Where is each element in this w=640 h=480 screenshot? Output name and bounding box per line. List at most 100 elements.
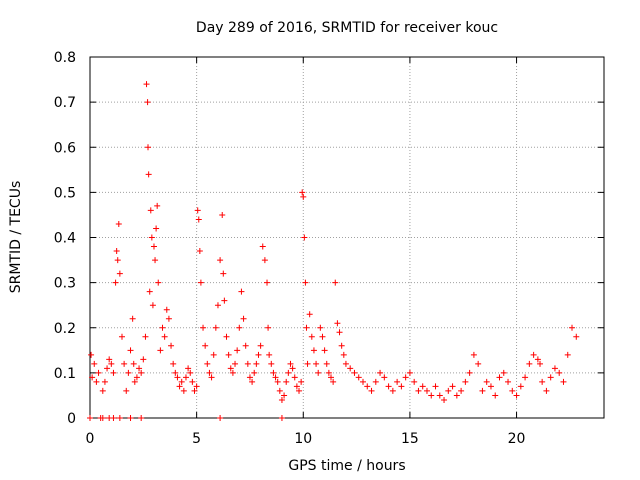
y-axis-label: SRMTID / TECUs xyxy=(8,181,24,294)
data-point xyxy=(517,383,524,390)
y-tick-label: 0.6 xyxy=(54,140,76,156)
data-point xyxy=(306,311,313,318)
data-point xyxy=(217,415,224,421)
data-point xyxy=(291,374,298,381)
data-point xyxy=(127,415,134,421)
data-point xyxy=(142,333,149,340)
data-point xyxy=(556,369,563,376)
data-point xyxy=(328,374,335,381)
data-point xyxy=(355,374,362,381)
data-point xyxy=(319,333,326,340)
data-point xyxy=(118,333,125,340)
x-tick-label: 20 xyxy=(508,431,526,447)
data-point xyxy=(298,378,305,385)
data-point xyxy=(219,211,226,218)
data-point xyxy=(301,234,308,241)
data-point xyxy=(116,270,123,277)
data-point xyxy=(445,387,452,394)
data-point xyxy=(204,360,211,367)
data-point xyxy=(91,360,98,367)
data-point xyxy=(453,392,460,399)
data-point xyxy=(140,356,147,363)
data-point xyxy=(278,396,285,403)
data-point xyxy=(302,279,309,286)
data-point xyxy=(560,378,567,385)
data-point xyxy=(274,378,281,385)
data-point xyxy=(195,216,202,223)
data-point xyxy=(270,369,277,376)
data-point xyxy=(229,369,236,376)
data-point xyxy=(466,369,473,376)
data-point xyxy=(114,257,121,264)
data-point xyxy=(470,351,477,358)
data-point xyxy=(278,415,285,421)
y-tick-label: 0.8 xyxy=(54,50,76,66)
data-point xyxy=(547,374,554,381)
y-tick-label: 0.2 xyxy=(54,321,76,337)
data-point xyxy=(402,374,409,381)
data-point xyxy=(136,365,143,372)
data-point xyxy=(340,351,347,358)
data-point xyxy=(436,392,443,399)
data-point xyxy=(289,365,296,372)
data-point xyxy=(359,378,366,385)
data-point xyxy=(330,378,337,385)
data-point xyxy=(573,333,580,340)
data-point xyxy=(240,315,247,322)
data-point xyxy=(161,333,168,340)
y-tick-label: 0.4 xyxy=(54,231,76,247)
data-point xyxy=(191,387,198,394)
data-point xyxy=(152,257,159,264)
data-point xyxy=(149,302,156,309)
data-point xyxy=(505,378,512,385)
data-point xyxy=(487,383,494,390)
data-point xyxy=(251,369,258,376)
data-point xyxy=(89,374,96,381)
data-point xyxy=(101,378,108,385)
data-point xyxy=(133,374,140,381)
data-point xyxy=(163,306,170,313)
x-tick-label: 5 xyxy=(192,431,201,447)
x-tick-label: 0 xyxy=(86,431,95,447)
data-point xyxy=(377,369,384,376)
data-point xyxy=(381,374,388,381)
data-point xyxy=(372,378,379,385)
data-point xyxy=(88,351,95,358)
data-point xyxy=(334,320,341,327)
data-point xyxy=(174,374,181,381)
data-point xyxy=(143,81,150,88)
data-point xyxy=(200,324,207,331)
data-point xyxy=(217,257,224,264)
data-point xyxy=(338,342,345,349)
data-point xyxy=(202,342,209,349)
data-point xyxy=(304,360,311,367)
data-point xyxy=(221,297,228,304)
data-point xyxy=(336,329,343,336)
data-point xyxy=(441,396,448,403)
grid-lines xyxy=(90,57,604,418)
data-point xyxy=(115,220,122,227)
data-point xyxy=(112,279,119,286)
data-point xyxy=(509,387,516,394)
data-point xyxy=(385,383,392,390)
data-point xyxy=(564,351,571,358)
data-point xyxy=(93,378,100,385)
data-point xyxy=(87,415,93,421)
data-point xyxy=(165,315,172,322)
data-point xyxy=(569,324,576,331)
data-point xyxy=(197,279,204,286)
chart-title: Day 289 of 2016, SRMTID for receiver kou… xyxy=(196,20,498,36)
data-point xyxy=(121,360,128,367)
data-point xyxy=(244,360,251,367)
data-point xyxy=(259,243,266,250)
data-point xyxy=(268,360,275,367)
data-point xyxy=(125,369,132,376)
data-point xyxy=(154,202,161,209)
data-point xyxy=(321,347,328,354)
data-point xyxy=(178,378,185,385)
data-point xyxy=(110,415,117,421)
data-point xyxy=(496,374,503,381)
data-point xyxy=(116,415,123,421)
data-point xyxy=(225,351,232,358)
data-point xyxy=(129,315,136,322)
